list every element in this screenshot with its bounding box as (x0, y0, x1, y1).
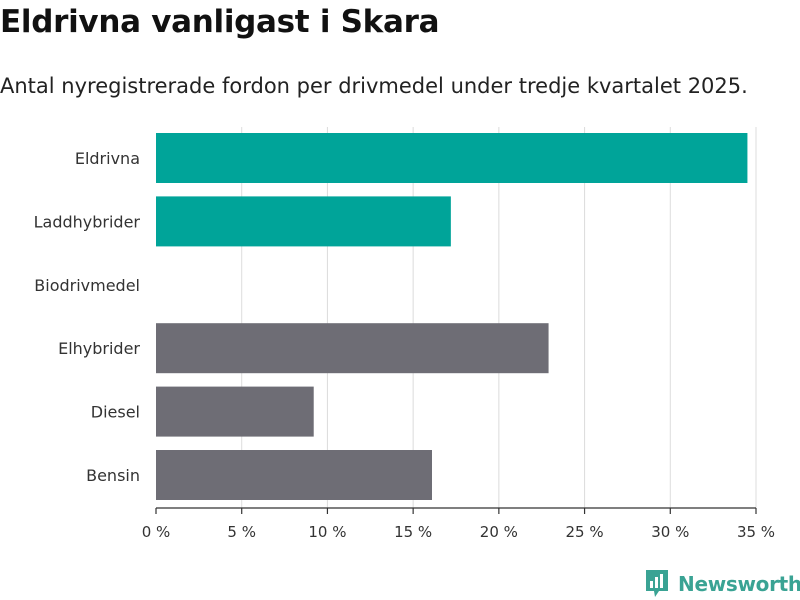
bar (156, 323, 549, 374)
bar (156, 450, 432, 500)
bar (156, 133, 748, 183)
chart-title: Eldrivna vanligast i Skara (0, 4, 440, 40)
x-tick-label: 0 % (142, 523, 171, 541)
bar-chart: Eldrivna Laddhybrider Biodrivmedel Elhybrid… (34, 127, 775, 541)
x-tick-label: 10 % (308, 523, 346, 541)
category-label: Diesel (91, 403, 140, 422)
x-tick-label: 15 % (394, 523, 432, 541)
category-label: Biodrivmedel (34, 276, 140, 295)
x-tick-label: 20 % (480, 523, 518, 541)
category-label: Bensin (86, 466, 140, 485)
bar (156, 386, 314, 437)
newsworthy-logo-icon (646, 570, 668, 597)
x-tick-label: 30 % (651, 523, 689, 541)
newsworthy-logo: Newsworthy (644, 568, 800, 600)
newsworthy-logo-text: Newsworthy (678, 572, 800, 596)
chart-subtitle: Antal nyregistrerade fordon per drivmede… (0, 74, 748, 98)
x-tick-label: 5 % (227, 523, 256, 541)
category-label: Elhybrider (58, 339, 140, 358)
category-label: Laddhybrider (34, 212, 141, 231)
category-label: Eldrivna (75, 149, 140, 168)
x-tick-label: 25 % (566, 523, 604, 541)
x-tick-label: 35 % (737, 523, 775, 541)
bar (156, 196, 451, 247)
